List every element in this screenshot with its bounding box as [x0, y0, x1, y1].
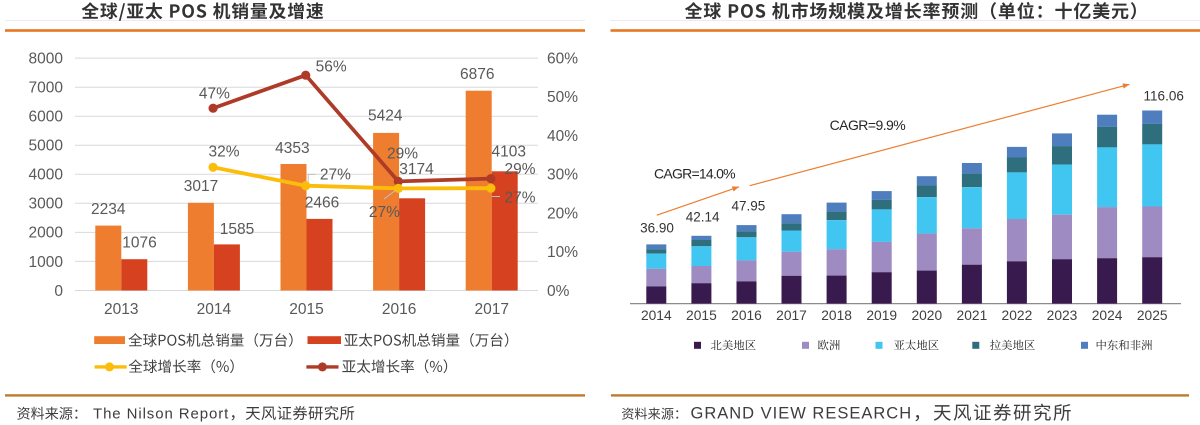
svg-text:5424: 5424 — [368, 107, 403, 124]
svg-text:2019: 2019 — [866, 308, 897, 323]
svg-text:8000: 8000 — [29, 50, 64, 67]
svg-text:3000: 3000 — [29, 196, 64, 213]
svg-text:2022: 2022 — [1002, 308, 1033, 323]
svg-text:CAGR=14.0%: CAGR=14.0% — [654, 166, 735, 182]
svg-text:CAGR=9.9%: CAGR=9.9% — [830, 117, 906, 133]
svg-text:0%: 0% — [547, 283, 570, 300]
svg-text:2025: 2025 — [1137, 308, 1168, 323]
svg-text:4353: 4353 — [275, 140, 309, 157]
svg-text:1000: 1000 — [29, 254, 64, 271]
svg-text:116.06: 116.06 — [1144, 88, 1184, 103]
svg-text:0: 0 — [54, 283, 63, 300]
svg-text:42.14: 42.14 — [686, 210, 720, 225]
svg-text:2016: 2016 — [731, 308, 762, 323]
svg-text:2466: 2466 — [305, 195, 339, 212]
svg-text:30%: 30% — [547, 167, 578, 184]
svg-text:47.95: 47.95 — [732, 199, 766, 214]
svg-text:The Nilson Report: The Nilson Report — [93, 406, 229, 423]
svg-text:2000: 2000 — [29, 225, 64, 242]
svg-text:27%: 27% — [504, 190, 535, 207]
svg-text:5000: 5000 — [29, 138, 64, 155]
svg-text:50%: 50% — [547, 89, 578, 106]
svg-text:27%: 27% — [369, 204, 400, 221]
svg-text:6876: 6876 — [460, 66, 494, 83]
svg-text:1076: 1076 — [122, 235, 156, 252]
svg-text:4000: 4000 — [29, 167, 64, 184]
svg-text:4103: 4103 — [492, 144, 526, 161]
svg-text:6000: 6000 — [29, 109, 64, 126]
svg-text:2023: 2023 — [1047, 308, 1078, 323]
svg-text:2014: 2014 — [197, 301, 232, 318]
svg-text:2015: 2015 — [289, 301, 323, 318]
svg-text:2021: 2021 — [957, 308, 988, 323]
svg-text:56%: 56% — [316, 59, 347, 76]
svg-text:7000: 7000 — [29, 80, 64, 97]
svg-text:GRAND VIEW RESEARCH: GRAND VIEW RESEARCH — [691, 405, 913, 423]
svg-text:47%: 47% — [199, 85, 230, 102]
svg-text:2014: 2014 — [641, 308, 672, 323]
svg-text:2234: 2234 — [91, 201, 126, 218]
svg-text:2020: 2020 — [911, 308, 942, 323]
svg-text:10%: 10% — [547, 244, 578, 261]
svg-text:3017: 3017 — [184, 178, 218, 195]
svg-text:1585: 1585 — [220, 221, 254, 238]
svg-text:2024: 2024 — [1092, 308, 1123, 323]
svg-text:3174: 3174 — [399, 161, 434, 178]
svg-text:36.90: 36.90 — [640, 220, 674, 235]
svg-text:2013: 2013 — [104, 301, 138, 318]
svg-text:2017: 2017 — [776, 308, 807, 323]
svg-text:2015: 2015 — [686, 308, 717, 323]
svg-text:2017: 2017 — [474, 301, 508, 318]
svg-text:32%: 32% — [208, 144, 239, 161]
svg-text:27%: 27% — [320, 167, 351, 184]
svg-text:29%: 29% — [504, 161, 535, 178]
svg-text:40%: 40% — [547, 128, 578, 145]
svg-text:60%: 60% — [547, 50, 578, 67]
svg-text:29%: 29% — [387, 145, 418, 162]
svg-text:2016: 2016 — [382, 301, 416, 318]
svg-text:20%: 20% — [547, 205, 578, 222]
svg-text:2018: 2018 — [821, 308, 852, 323]
